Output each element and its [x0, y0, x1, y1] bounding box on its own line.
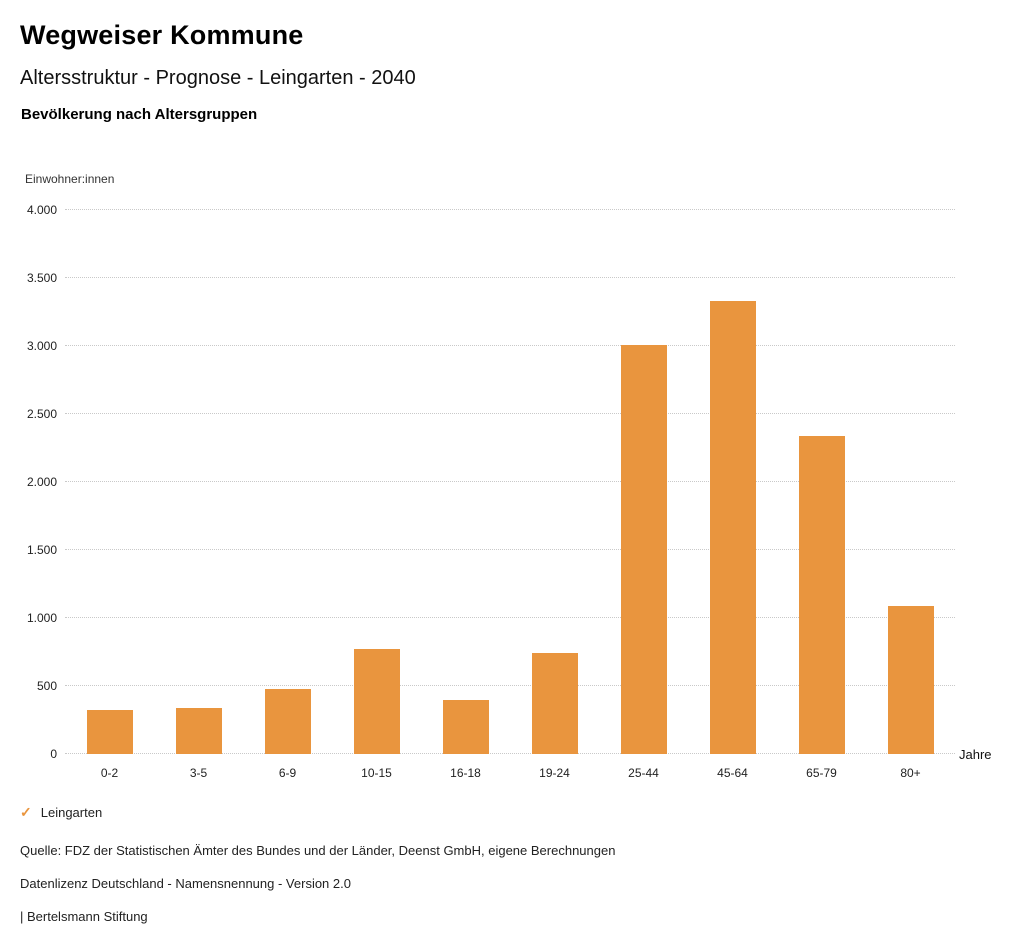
page-subtitle: Altersstruktur - Prognose - Leingarten -…: [20, 67, 416, 89]
bar-25-44[interactable]: [620, 344, 667, 754]
y-tick-label: 2.500: [26, 407, 57, 421]
bar-slot: [866, 210, 955, 754]
gridline: [65, 617, 955, 618]
gridline: [65, 209, 955, 210]
x-axis-tick-labels: 0-2 3-5 6-9 10-15 16-18 19-24 25-44 45-64 65-79 8…: [65, 766, 955, 780]
bars-container: [65, 210, 955, 754]
gridline: [65, 549, 955, 550]
y-tick-label: 2.000: [26, 475, 57, 489]
x-tick-label: 80+: [900, 766, 921, 780]
y-tick-label: 3.500: [26, 271, 57, 285]
x-tick-label: 65-79: [806, 766, 837, 780]
x-axis-title: Jahre: [959, 747, 992, 762]
x-tick-label: 19-24: [539, 766, 570, 780]
gridline: [65, 345, 955, 346]
x-tick-label: 25-44: [628, 766, 659, 780]
bar-slot: [65, 210, 154, 754]
footer-line: | Bertelsmann Stiftung: [20, 909, 148, 924]
bar-slot: [154, 210, 243, 754]
plot-area: [65, 209, 955, 754]
y-axis-title: Einwohner:innen: [25, 172, 115, 186]
bar-slot: [243, 210, 332, 754]
bar-slot: [332, 210, 421, 754]
gridline: [65, 753, 955, 754]
y-axis-tick-labels: 0 500 1.000 1.500 2.000 2.500 3.000 3.500 4.000: [0, 203, 57, 761]
bar-slot: [688, 210, 777, 754]
x-tick-label: 10-15: [361, 766, 392, 780]
bar-slot: [510, 210, 599, 754]
x-tick-label: 6-9: [278, 766, 297, 780]
bar-3-5[interactable]: [175, 707, 222, 754]
footer-line: Quelle: FDZ der Statistischen Ämter des …: [20, 843, 616, 858]
x-tick-label: 45-64: [717, 766, 748, 780]
bar-0-2[interactable]: [86, 710, 133, 754]
y-tick-label: 4.000: [26, 203, 57, 217]
footer-line: Datenlizenz Deutschland - Namensnennung …: [20, 876, 351, 891]
legend-item-leingarten[interactable]: ✓ Leingarten: [20, 804, 102, 821]
bar-6-9[interactable]: [264, 688, 311, 754]
x-tick-label: 0-2: [100, 766, 119, 780]
y-tick-label: 3.000: [26, 339, 57, 353]
bar-19-24[interactable]: [531, 652, 578, 754]
bar-slot: [777, 210, 866, 754]
y-tick-label: 1.500: [26, 543, 57, 557]
x-tick-label: 3-5: [189, 766, 208, 780]
bar-65-79[interactable]: [798, 435, 845, 754]
y-tick-label: 0: [50, 747, 57, 761]
y-tick-label: 500: [36, 679, 57, 693]
gridline: [65, 277, 955, 278]
y-tick-label: 1.000: [26, 611, 57, 625]
bar-10-15[interactable]: [353, 649, 400, 754]
gridline: [65, 481, 955, 482]
gridline: [65, 685, 955, 686]
bar-45-64[interactable]: [709, 301, 756, 754]
legend-label: Leingarten: [40, 805, 103, 820]
bar-slot: [421, 210, 510, 754]
bar-16-18[interactable]: [442, 699, 489, 754]
checkmark-icon: ✓: [20, 804, 32, 820]
footer: Quelle: FDZ der Statistischen Ämter des …: [20, 843, 615, 942]
bar-80+[interactable]: [887, 605, 934, 754]
chart-title: Bevölkerung nach Altersgruppen: [21, 106, 258, 123]
page-title: Wegweiser Kommune: [20, 20, 304, 50]
gridline: [65, 413, 955, 414]
x-tick-label: 16-18: [450, 766, 481, 780]
bar-slot: [599, 210, 688, 754]
